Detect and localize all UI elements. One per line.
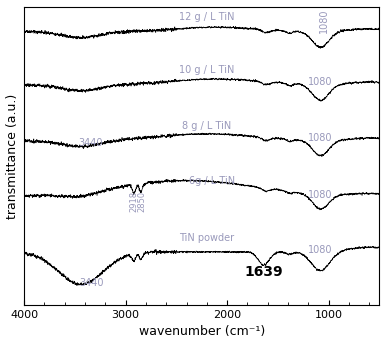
X-axis label: wavenumber (cm⁻¹): wavenumber (cm⁻¹) bbox=[139, 325, 265, 338]
Text: 1080: 1080 bbox=[319, 8, 329, 33]
Text: 12 g / L TiN: 12 g / L TiN bbox=[179, 12, 234, 22]
Text: 1639: 1639 bbox=[244, 265, 283, 279]
Text: 1080: 1080 bbox=[308, 77, 333, 87]
Text: TiN powder: TiN powder bbox=[179, 233, 234, 243]
Text: 3440: 3440 bbox=[79, 278, 103, 288]
Text: 1080: 1080 bbox=[308, 133, 333, 143]
Y-axis label: transmittance (a.u.): transmittance (a.u.) bbox=[5, 94, 18, 219]
Text: 2850: 2850 bbox=[137, 191, 146, 212]
Text: 1080: 1080 bbox=[308, 245, 333, 255]
Text: 3440: 3440 bbox=[78, 138, 102, 148]
Text: 6g / L TiN: 6g / L TiN bbox=[189, 176, 235, 186]
Text: 2918: 2918 bbox=[129, 191, 139, 212]
Text: 8 g / L TiN: 8 g / L TiN bbox=[182, 121, 231, 131]
Text: 1080: 1080 bbox=[308, 190, 333, 200]
Text: 10 g / L TiN: 10 g / L TiN bbox=[179, 65, 234, 75]
